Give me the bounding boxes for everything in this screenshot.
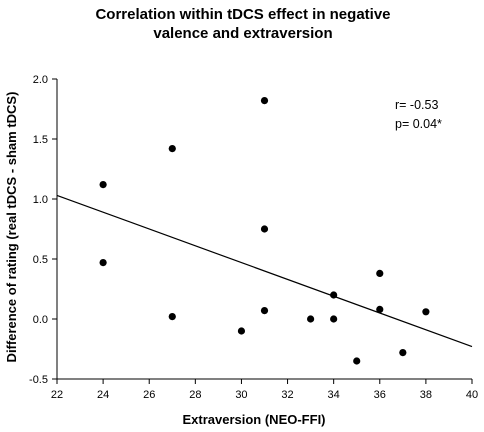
regression-line-group (56, 194, 473, 348)
y-ticks: -0.5 0.0 0.5 1.0 1.5 2.0 (29, 74, 57, 386)
data-point (399, 349, 407, 357)
x-tick-label: 38 (420, 389, 432, 401)
chart-title-line-2: valence and extraversion (153, 25, 332, 42)
correlation-r-annotation: r= -0.53 (395, 98, 438, 112)
regression-line (56, 194, 473, 348)
data-point (376, 305, 384, 313)
y-tick-label: 1.0 (33, 194, 48, 206)
data-points (99, 97, 430, 365)
x-tick-label: 30 (235, 389, 247, 401)
y-tick-label: 0.5 (33, 254, 48, 266)
x-ticks: 22 24 26 28 30 32 34 36 38 40 (51, 379, 478, 401)
x-tick-label: 26 (143, 389, 155, 401)
y-tick-label: -0.5 (29, 374, 48, 386)
data-point (307, 315, 315, 323)
data-point (168, 145, 176, 153)
data-point (237, 327, 246, 335)
data-point (330, 315, 338, 323)
p-value-annotation: p= 0.04* (395, 117, 442, 131)
x-tick-label: 32 (281, 389, 293, 401)
x-axis-label: Extraversion (NEO-FFI) (182, 412, 325, 427)
data-point (260, 225, 269, 233)
x-tick-label: 34 (328, 389, 340, 401)
data-point (353, 357, 361, 365)
y-tick-label: 1.5 (33, 134, 48, 146)
y-tick-label: 2.0 (33, 74, 48, 86)
y-tick-label: 0.0 (33, 314, 48, 326)
data-point (99, 181, 107, 189)
data-point (376, 269, 384, 277)
x-tick-label: 22 (51, 389, 63, 401)
data-point (260, 307, 269, 315)
data-point (330, 291, 338, 299)
x-tick-label: 40 (466, 389, 478, 401)
x-tick-label: 28 (189, 389, 201, 401)
data-point (99, 259, 107, 267)
y-axis-label: Difference of rating (real tDCS - sham t… (4, 92, 19, 363)
chart-title-line-1: Correlation within tDCS effect in negati… (95, 6, 390, 23)
data-point (260, 97, 269, 105)
x-tick-label: 36 (374, 389, 386, 401)
x-tick-label: 24 (97, 389, 109, 401)
data-point (422, 308, 430, 316)
data-point (168, 313, 176, 321)
